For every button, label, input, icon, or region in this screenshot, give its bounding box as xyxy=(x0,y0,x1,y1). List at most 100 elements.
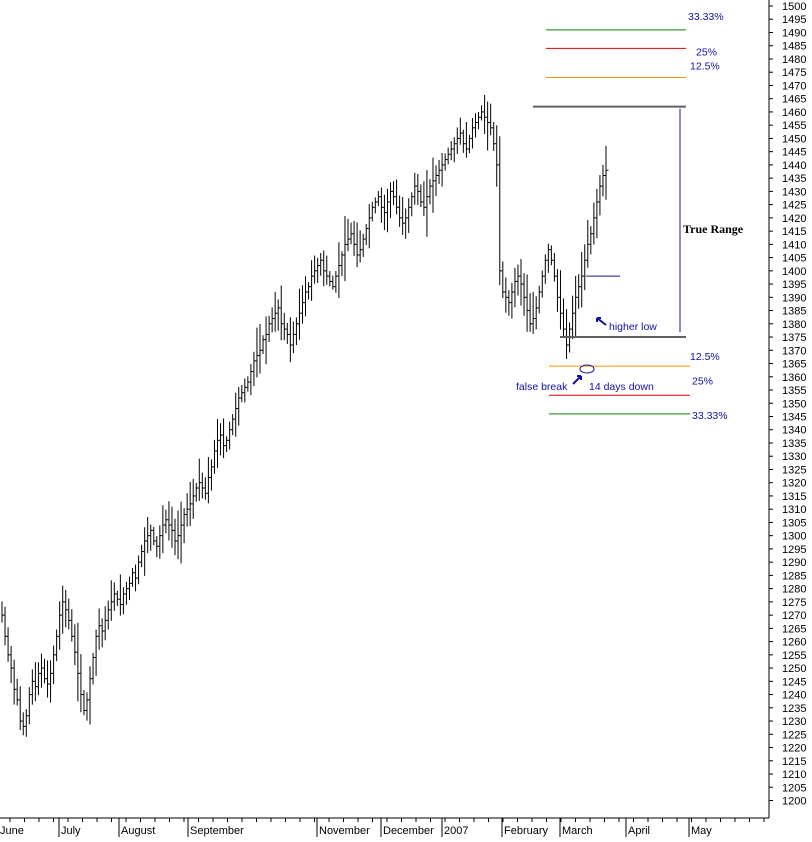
price-bar xyxy=(207,457,211,504)
price-bar xyxy=(511,282,515,319)
y-tick-label: 1425 xyxy=(782,200,806,212)
price-bar xyxy=(547,243,551,273)
price-bar xyxy=(587,219,591,268)
price-bar xyxy=(484,94,488,135)
higher-low-label: higher low xyxy=(609,321,657,333)
price-bar xyxy=(605,145,609,200)
price-bar xyxy=(311,260,315,301)
price-bar xyxy=(563,298,567,338)
x-tick-label: May xyxy=(691,825,712,837)
x-tick-label: February xyxy=(504,825,549,837)
price-bar xyxy=(128,576,132,601)
price-bar xyxy=(244,378,248,403)
price-bar xyxy=(393,181,397,206)
price-bar xyxy=(192,478,196,519)
price-bar xyxy=(350,222,354,245)
price-bar xyxy=(474,113,478,138)
price-bar xyxy=(250,363,254,396)
y-tick-label: 1340 xyxy=(782,425,806,437)
price-bar xyxy=(47,660,51,698)
price-bar xyxy=(532,291,536,334)
price-bar xyxy=(150,524,154,551)
price-bar xyxy=(408,198,412,233)
y-tick-label: 1335 xyxy=(782,438,806,450)
price-bar xyxy=(95,629,99,676)
y-tick-label: 1440 xyxy=(782,160,806,172)
price-bar xyxy=(89,666,93,725)
price-bar xyxy=(132,568,136,587)
price-bar xyxy=(122,587,126,615)
price-bar xyxy=(556,268,560,312)
price-bar xyxy=(119,574,123,616)
price-bar xyxy=(450,141,454,161)
price-bar xyxy=(71,609,75,642)
level-label-below: 25% xyxy=(692,375,713,387)
price-bar xyxy=(80,654,84,713)
price-bar xyxy=(347,218,351,252)
price-bar xyxy=(271,307,275,333)
price-bar xyxy=(550,245,554,266)
price-bar xyxy=(83,690,87,716)
x-tick-label: August xyxy=(121,825,155,837)
y-tick-label: 1420 xyxy=(782,213,806,225)
y-tick-label: 1465 xyxy=(782,94,806,106)
price-bar xyxy=(22,712,26,736)
level-label-above: 12.5% xyxy=(690,61,720,73)
x-tick-label: June xyxy=(0,825,24,837)
price-bar xyxy=(517,264,521,296)
y-tick-label: 1500 xyxy=(782,1,806,13)
price-bar xyxy=(183,507,187,544)
price-bar xyxy=(341,251,345,277)
price-bar xyxy=(423,181,427,217)
y-tick-label: 1330 xyxy=(782,451,806,463)
price-bar xyxy=(19,686,23,731)
price-bar xyxy=(438,159,442,184)
y-tick-label: 1245 xyxy=(782,676,806,688)
y-tick-label: 1320 xyxy=(782,478,806,490)
price-bar xyxy=(417,174,421,205)
price-bar xyxy=(426,170,430,237)
y-tick-label: 1240 xyxy=(782,690,806,702)
price-bar xyxy=(405,208,409,239)
y-tick-label: 1280 xyxy=(782,584,806,596)
price-bar xyxy=(210,459,214,491)
price-bar xyxy=(77,622,81,702)
y-tick-label: 1385 xyxy=(782,306,806,318)
y-tick-label: 1265 xyxy=(782,623,806,635)
price-bar xyxy=(553,252,557,282)
price-bar xyxy=(43,658,47,684)
price-bar xyxy=(98,608,102,650)
price-bar xyxy=(420,184,424,207)
price-bar xyxy=(53,645,57,685)
price-bar xyxy=(371,201,375,222)
price-bar xyxy=(56,629,60,662)
price-bar xyxy=(305,276,309,317)
price-bar xyxy=(4,606,8,646)
y-tick-label: 1400 xyxy=(782,266,806,278)
price-bar xyxy=(505,277,509,313)
y-tick-label: 1255 xyxy=(782,650,806,662)
y-tick-label: 1300 xyxy=(782,531,806,543)
price-bar xyxy=(226,436,230,452)
y-tick-label: 1205 xyxy=(782,782,806,794)
price-bar xyxy=(317,257,321,283)
y-tick-label: 1360 xyxy=(782,372,806,384)
price-bar xyxy=(396,179,400,215)
days-down-label: 14 days down xyxy=(589,381,654,393)
price-bar xyxy=(338,242,342,298)
y-tick-label: 1495 xyxy=(782,14,806,26)
price-bar xyxy=(471,117,475,149)
price-bar xyxy=(144,527,148,576)
price-bar xyxy=(301,285,305,324)
y-tick-label: 1345 xyxy=(782,411,806,423)
price-bar xyxy=(235,392,239,437)
y-tick-label: 1445 xyxy=(782,147,806,159)
price-bar xyxy=(268,315,272,343)
price-bar xyxy=(535,296,539,330)
y-tick-label: 1410 xyxy=(782,239,806,251)
price-bar xyxy=(308,282,312,300)
price-bar xyxy=(168,501,172,541)
price-bar xyxy=(13,659,17,705)
y-tick-label: 1215 xyxy=(782,756,806,768)
